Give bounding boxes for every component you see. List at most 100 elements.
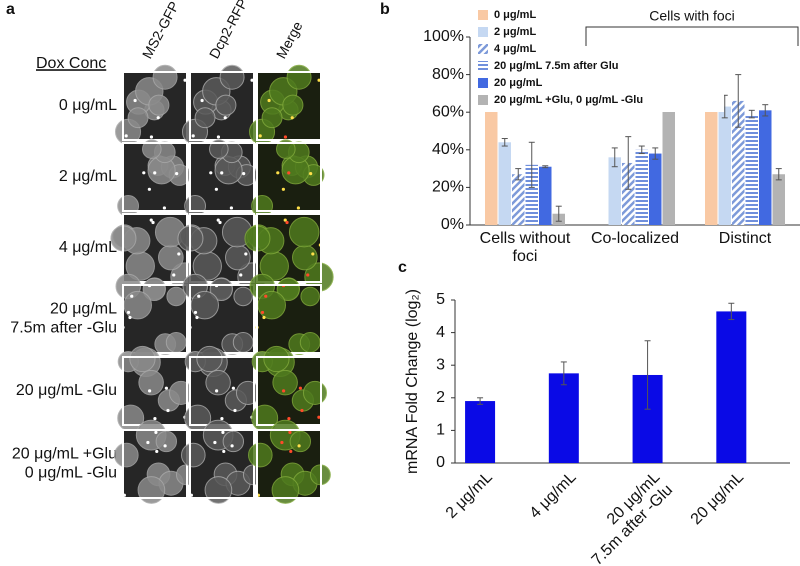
focus — [244, 252, 248, 256]
x-tick-label: 4 μg/mL — [527, 469, 580, 522]
legend-label: 20 μg/mL 7.5m after Glu — [494, 60, 619, 72]
focus — [163, 444, 167, 448]
focus — [214, 187, 218, 191]
row-label: 20 μg/mL +Glu — [12, 446, 117, 463]
focus — [289, 449, 293, 454]
error-bar — [560, 361, 567, 386]
focus — [230, 444, 234, 448]
focus — [317, 415, 321, 419]
focus — [231, 386, 235, 390]
cell — [299, 331, 321, 353]
panel-label: b — [380, 1, 390, 18]
column-header: Dcp2-RFP — [206, 0, 251, 61]
focus — [250, 78, 254, 82]
error-bar — [652, 147, 659, 160]
focus — [287, 171, 291, 175]
bar — [649, 153, 662, 225]
x-tick-label: Distinct — [719, 230, 772, 247]
y-axis-label: mRNA Fold Change (log₂) — [404, 289, 421, 474]
row-label: 20 μg/mL — [50, 301, 117, 318]
focus — [267, 98, 271, 103]
legend-swatch — [478, 95, 488, 105]
error-bar — [542, 165, 549, 169]
micrograph — [117, 139, 191, 217]
focus — [172, 273, 176, 277]
bar — [732, 100, 745, 225]
bar — [759, 110, 772, 225]
cell — [225, 244, 251, 271]
y-tick-label: 4 — [436, 324, 445, 341]
y-tick-label: 20% — [432, 179, 464, 196]
focus — [151, 220, 155, 225]
focus — [283, 135, 288, 139]
cell — [127, 107, 149, 129]
cell — [204, 476, 233, 504]
y-tick-label: 60% — [432, 103, 464, 120]
annotation: Cells with foci — [649, 8, 735, 24]
focus — [124, 134, 128, 138]
panel-label: a — [6, 1, 15, 18]
focus — [200, 98, 204, 103]
focus — [216, 218, 220, 222]
focus — [306, 273, 310, 277]
error-bar — [775, 168, 782, 181]
cell — [257, 290, 286, 320]
focus — [262, 315, 266, 320]
error-bar — [515, 168, 522, 181]
cell — [138, 369, 164, 396]
cell — [271, 476, 300, 504]
bar — [718, 106, 731, 225]
error-bar — [728, 302, 735, 321]
focus — [287, 417, 291, 421]
error-bar — [644, 340, 651, 410]
bar — [745, 114, 758, 225]
cell — [123, 290, 152, 320]
focus — [298, 386, 302, 390]
focus — [146, 440, 150, 445]
cell — [300, 286, 320, 307]
micrograph-frame — [122, 142, 188, 212]
focus — [149, 135, 154, 139]
focus — [282, 389, 286, 393]
cell — [272, 369, 298, 396]
bar — [465, 401, 496, 463]
cell — [261, 107, 283, 129]
focus — [297, 444, 301, 448]
cell — [142, 277, 166, 301]
cell — [219, 64, 245, 90]
cell — [215, 94, 237, 116]
error-bar — [762, 104, 769, 117]
cell — [158, 244, 184, 271]
cell — [276, 277, 300, 301]
bar — [622, 162, 635, 225]
error-bar — [555, 205, 562, 222]
focus — [221, 430, 225, 434]
focus — [128, 315, 132, 320]
x-tick-label: Co-localized — [591, 230, 679, 247]
cell — [232, 331, 254, 353]
focus — [147, 187, 151, 191]
x-tick-label: 2 μg/mL — [443, 469, 496, 522]
bar — [525, 164, 538, 225]
focus — [148, 389, 152, 393]
cell — [155, 430, 178, 453]
x-tick-label: 20 μg/mL — [688, 469, 748, 529]
bar — [539, 166, 552, 225]
cell — [209, 139, 229, 159]
row-label: 0 μg/mL -Glu — [25, 465, 117, 482]
focus — [288, 430, 292, 434]
focus — [156, 116, 160, 120]
error-bar — [748, 109, 755, 119]
cell — [302, 380, 328, 405]
cell — [196, 345, 223, 373]
cell — [288, 216, 320, 248]
micrograph — [251, 345, 328, 432]
bar — [498, 142, 511, 225]
cell — [194, 107, 216, 129]
focus — [218, 220, 222, 225]
focus — [239, 273, 243, 277]
row-label: 4 μg/mL — [59, 239, 117, 256]
legend-swatch — [478, 10, 488, 20]
row-label: 2 μg/mL — [59, 168, 117, 185]
